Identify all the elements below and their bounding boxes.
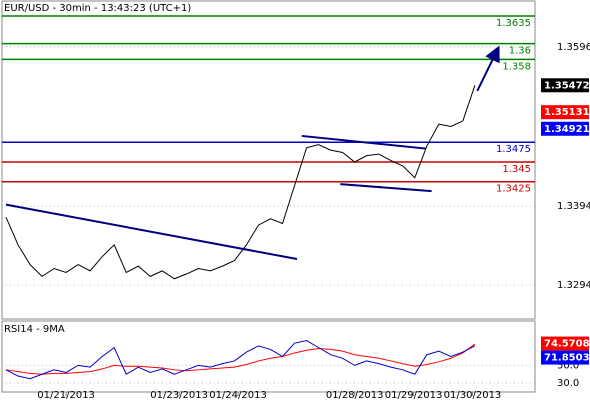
trend-line [5, 203, 298, 261]
price-tag [541, 105, 589, 120]
rsi-panel [1, 320, 536, 393]
series-line [5, 85, 476, 280]
level-label: 1.345 [502, 164, 531, 175]
price-tag-label: 1.35472 [544, 80, 590, 91]
price-tag-label: 1.34921 [544, 124, 590, 135]
y-tick-label: 1.3394 [557, 201, 590, 212]
price-tag-label: 71.8503 [544, 353, 590, 364]
y-tick-label: 50.0 [557, 360, 579, 371]
price-tag-label: 1.35131 [544, 107, 590, 118]
x-tick-label: 01/30/2013 [444, 390, 502, 400]
price-panel [1, 0, 536, 320]
level-label: 1.3635 [496, 18, 531, 29]
price-tag [541, 78, 589, 93]
price-tag [541, 336, 589, 351]
y-tick-label: 30.0 [557, 378, 579, 389]
trend-line [340, 183, 432, 193]
level-label: 1.3425 [496, 184, 531, 195]
x-tick-label: 01/24/2013 [209, 390, 267, 400]
chart-title: EUR/USD - 30min - 13:43:23 (UTC+1) [4, 3, 191, 14]
x-tick-label: 01/29/2013 [385, 390, 443, 400]
price-tag-label: 74.5708 [544, 339, 590, 350]
x-tick-label: 01/28/2013 [326, 390, 384, 400]
y-tick-label: 1.3596 [557, 42, 590, 53]
trend-line [476, 45, 500, 92]
x-tick-label: 01/21/2013 [37, 390, 95, 400]
price-tag [541, 350, 589, 365]
x-tick-label: 01/23/2013 [150, 390, 208, 400]
series-line [5, 343, 476, 375]
trend-line [301, 134, 426, 150]
series-line [5, 339, 476, 380]
y-tick-label: 1.3294 [557, 280, 590, 291]
rsi-title: RSI14 - 9MA [4, 324, 65, 335]
level-label: 1.36 [509, 46, 531, 57]
level-label: 1.358 [502, 61, 531, 72]
price-tag [541, 121, 589, 136]
level-label: 1.3475 [496, 144, 531, 155]
